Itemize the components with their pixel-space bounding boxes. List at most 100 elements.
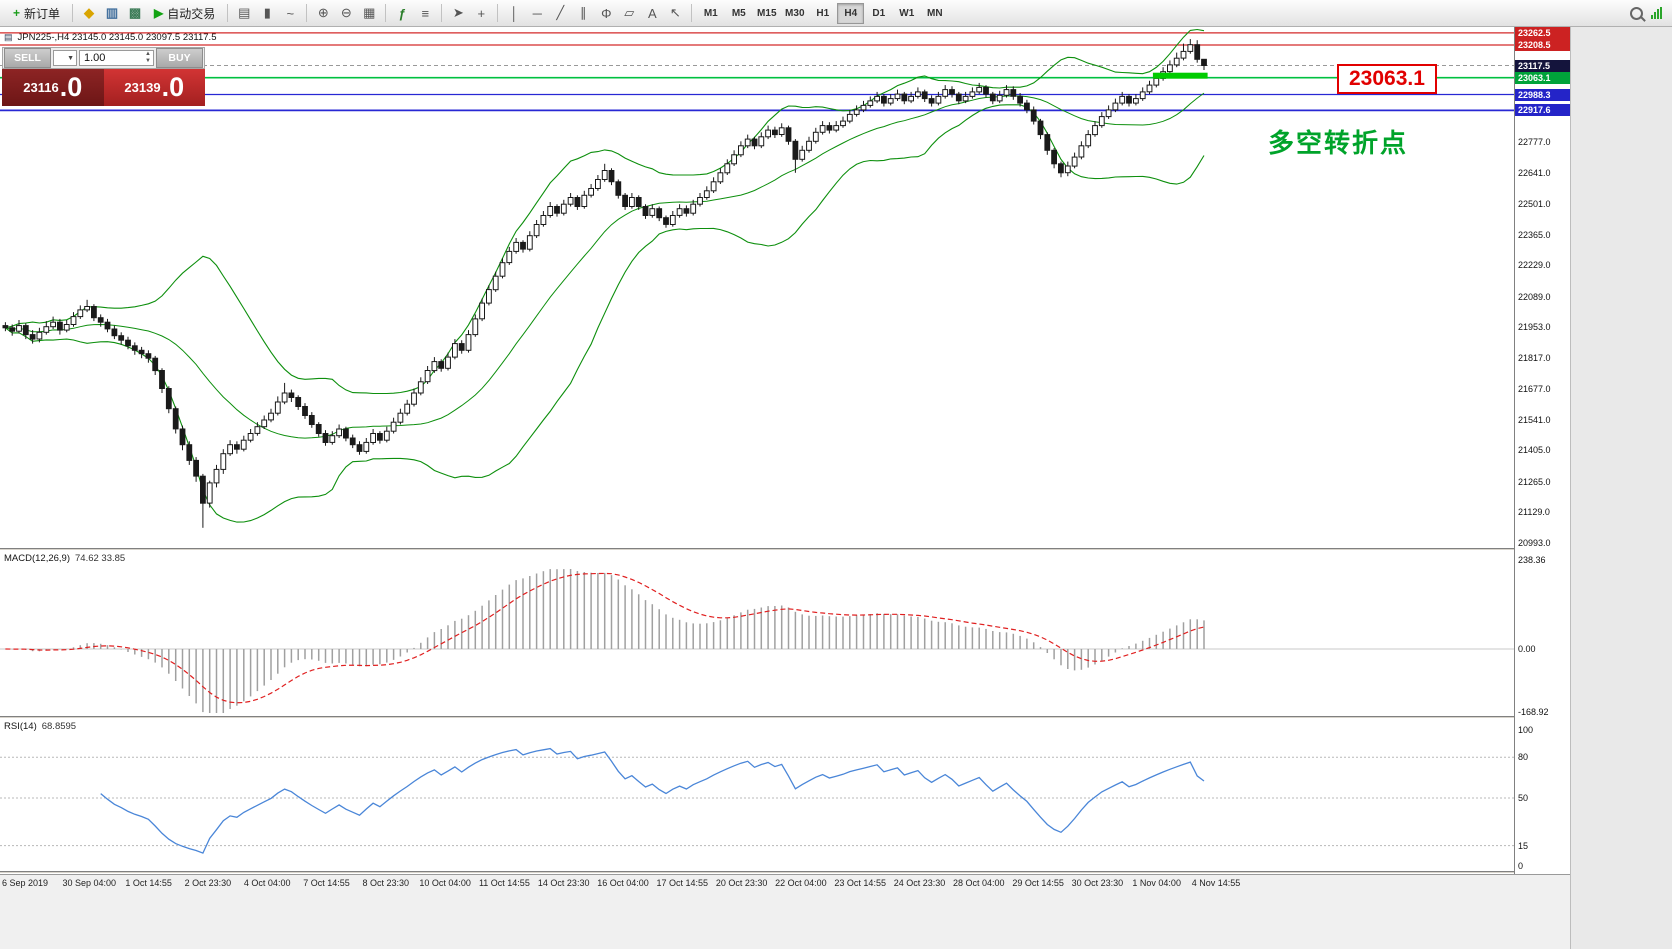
macd-axis-label: 238.36 [1518, 555, 1546, 565]
indicator-list-icon[interactable]: ≡ [414, 2, 436, 24]
date-label: 7 Oct 14:55 [303, 878, 350, 888]
rsi-axis-label: 80 [1518, 752, 1529, 763]
horizontal-line-icon[interactable]: ─ [526, 2, 548, 24]
price-chart[interactable] [0, 28, 1514, 548]
chevron-down-icon: ▼ [67, 54, 74, 62]
vertical-line-icon: │ [510, 5, 519, 21]
buy-price-button[interactable]: 23139.0 [103, 69, 205, 106]
date-label: 11 Oct 14:55 [478, 878, 530, 888]
volume-input[interactable]: 1.00 ▲ ▼ [79, 50, 154, 66]
arrow-tool-icon[interactable]: ↖ [664, 2, 686, 24]
toolbar-right-group [1630, 6, 1666, 20]
macd-title-text: MACD(12,26,9) [4, 553, 70, 564]
cursor-icon[interactable]: ➤ [447, 2, 469, 24]
vertical-line-icon[interactable]: │ [503, 2, 525, 24]
turning-point-note[interactable]: 多空转折点 [1268, 128, 1409, 158]
sell-price-button[interactable]: 23116.0 [2, 69, 104, 106]
toolbar-separator [72, 4, 74, 22]
tile-windows-icon: ▦ [363, 5, 376, 20]
price-level-annotation[interactable]: 23063.1 [1337, 64, 1437, 94]
zoom-in-icon[interactable]: ⊕ [312, 2, 334, 24]
auto-trading-button[interactable]: ▶ 自动交易 [147, 1, 222, 25]
date-label: 20 Oct 23:30 [715, 878, 768, 888]
text-tool-icon[interactable]: A [641, 2, 663, 24]
timeframe-h4-button[interactable]: H4 [837, 2, 865, 24]
rsi-axis-label: 0 [1518, 861, 1524, 871]
new-order-button[interactable]: + 新订单 [6, 1, 67, 25]
market-watch-icon[interactable]: ▩ [124, 2, 146, 24]
step-up-icon[interactable]: ▲ [145, 51, 151, 57]
search-icon[interactable] [1630, 6, 1643, 20]
profiles-icon: ◆ [84, 5, 95, 20]
price-axis-label: 22641.0 [1518, 167, 1551, 178]
sell-button[interactable]: SELL [4, 48, 51, 68]
tile-windows-icon[interactable]: ▦ [358, 2, 380, 24]
timeframe-mn-button[interactable]: MN [927, 7, 943, 19]
date-label: 14 Oct 23:30 [537, 878, 590, 888]
rsi-chart[interactable] [0, 719, 1514, 871]
cursor-icon: ➤ [452, 5, 464, 20]
shapes-icon[interactable]: ▱ [618, 2, 640, 24]
trendline-icon[interactable]: ╱ [549, 2, 571, 24]
profiles-icon[interactable]: ◆ [78, 2, 100, 24]
price-axis[interactable]: 22777.0 22641.0 22501.0 22365.0 22229.0 22089… [1514, 26, 1570, 874]
indicators-icon[interactable]: ƒ [391, 2, 413, 24]
timeframe-w1-button[interactable]: W1 [899, 7, 915, 19]
zoom-out-icon[interactable]: ⊖ [335, 2, 357, 24]
channel-icon[interactable]: ∥ [572, 2, 594, 24]
trade-panel-prices: 23116.0 23139.0 [2, 69, 205, 106]
arrow-tool-icon: ↖ [669, 5, 681, 20]
price-axis-label: 21541.0 [1518, 414, 1551, 425]
auto-trading-button-label: 自动交易 [167, 6, 216, 21]
connection-status-icon [1651, 7, 1662, 19]
indicator-list-icon: ≡ [421, 5, 430, 21]
price-axis-label: 21405.0 [1518, 445, 1551, 456]
candlestick-chart-icon[interactable]: ▮ [256, 2, 278, 24]
toolbar-separator [441, 4, 443, 22]
bar-chart-icon[interactable]: ▤ [233, 2, 255, 24]
shapes-icon: ▱ [624, 5, 635, 20]
timeframe-m15-button[interactable]: M15 [757, 7, 777, 19]
line-chart-icon[interactable]: ~ [279, 2, 301, 24]
date-label: 1 Nov 04:00 [1132, 878, 1181, 888]
order-type-dropdown[interactable]: ▼ [53, 50, 77, 66]
charts-icon[interactable]: ▥ [101, 2, 123, 24]
date-label: 23 Oct 14:55 [834, 878, 886, 888]
timeframe-h1-button[interactable]: H1 [816, 7, 830, 19]
line-chart-icon: ~ [286, 5, 295, 21]
panel-separator[interactable] [0, 548, 1570, 551]
rsi-axis-label: 50 [1518, 793, 1529, 803]
horizontal-line-icon: ─ [532, 5, 542, 21]
market-watch-icon: ▩ [128, 5, 142, 20]
panel-separator[interactable] [0, 871, 1570, 874]
step-down-icon[interactable]: ▼ [145, 58, 151, 64]
chart-icon: ▤ [4, 32, 13, 42]
chart-symbol-info: ▤ JPN225-,H4 23145.0 23145.0 23097.5 231… [4, 32, 216, 43]
volume-stepper[interactable]: ▲ ▼ [145, 51, 153, 65]
timeframe-m5-button[interactable]: M5 [731, 7, 746, 19]
timeframe-d1-button[interactable]: D1 [872, 7, 886, 19]
date-label: 16 Oct 04:00 [597, 878, 649, 888]
price-level-tag: 23208.5 [1515, 39, 1570, 51]
buy-button[interactable]: BUY [156, 48, 203, 68]
channel-icon: ∥ [580, 5, 587, 20]
time-axis[interactable]: 6 Sep 2019 30 Sep 04:00 1 Oct 14:55 2 Oct 2… [0, 874, 1570, 949]
macd-axis-label: 0.00 [1518, 644, 1536, 654]
macd-chart[interactable] [0, 551, 1514, 716]
timeframe-m1-button[interactable]: M1 [703, 7, 718, 19]
chart-window: 22777.0 22641.0 22501.0 22365.0 22229.0 22089… [0, 26, 1570, 949]
crosshair-icon[interactable]: + [470, 2, 492, 24]
price-axis-label: 20993.0 [1518, 537, 1551, 548]
timeframe-m30-button[interactable]: M30 [785, 7, 805, 19]
price-level-tag: 23117.5 [1515, 59, 1570, 72]
date-label: 1 Oct 14:55 [125, 878, 172, 888]
one-click-trade-panel: SELL ▼ 1.00 ▲ ▼ BUY 23116.0 23139.0 [2, 47, 205, 106]
fibonacci-icon[interactable]: Φ [595, 2, 617, 24]
rsi-value-text: 68.8595 [41, 721, 77, 732]
date-label: 24 Oct 23:30 [893, 878, 946, 888]
zoom-in-icon: ⊕ [317, 5, 329, 20]
macd-indicator-label: MACD(12,26,9) 74.62 33.85 [4, 553, 125, 564]
price-level-tag: 23063.1 [1515, 71, 1570, 84]
panel-separator[interactable] [0, 716, 1570, 719]
